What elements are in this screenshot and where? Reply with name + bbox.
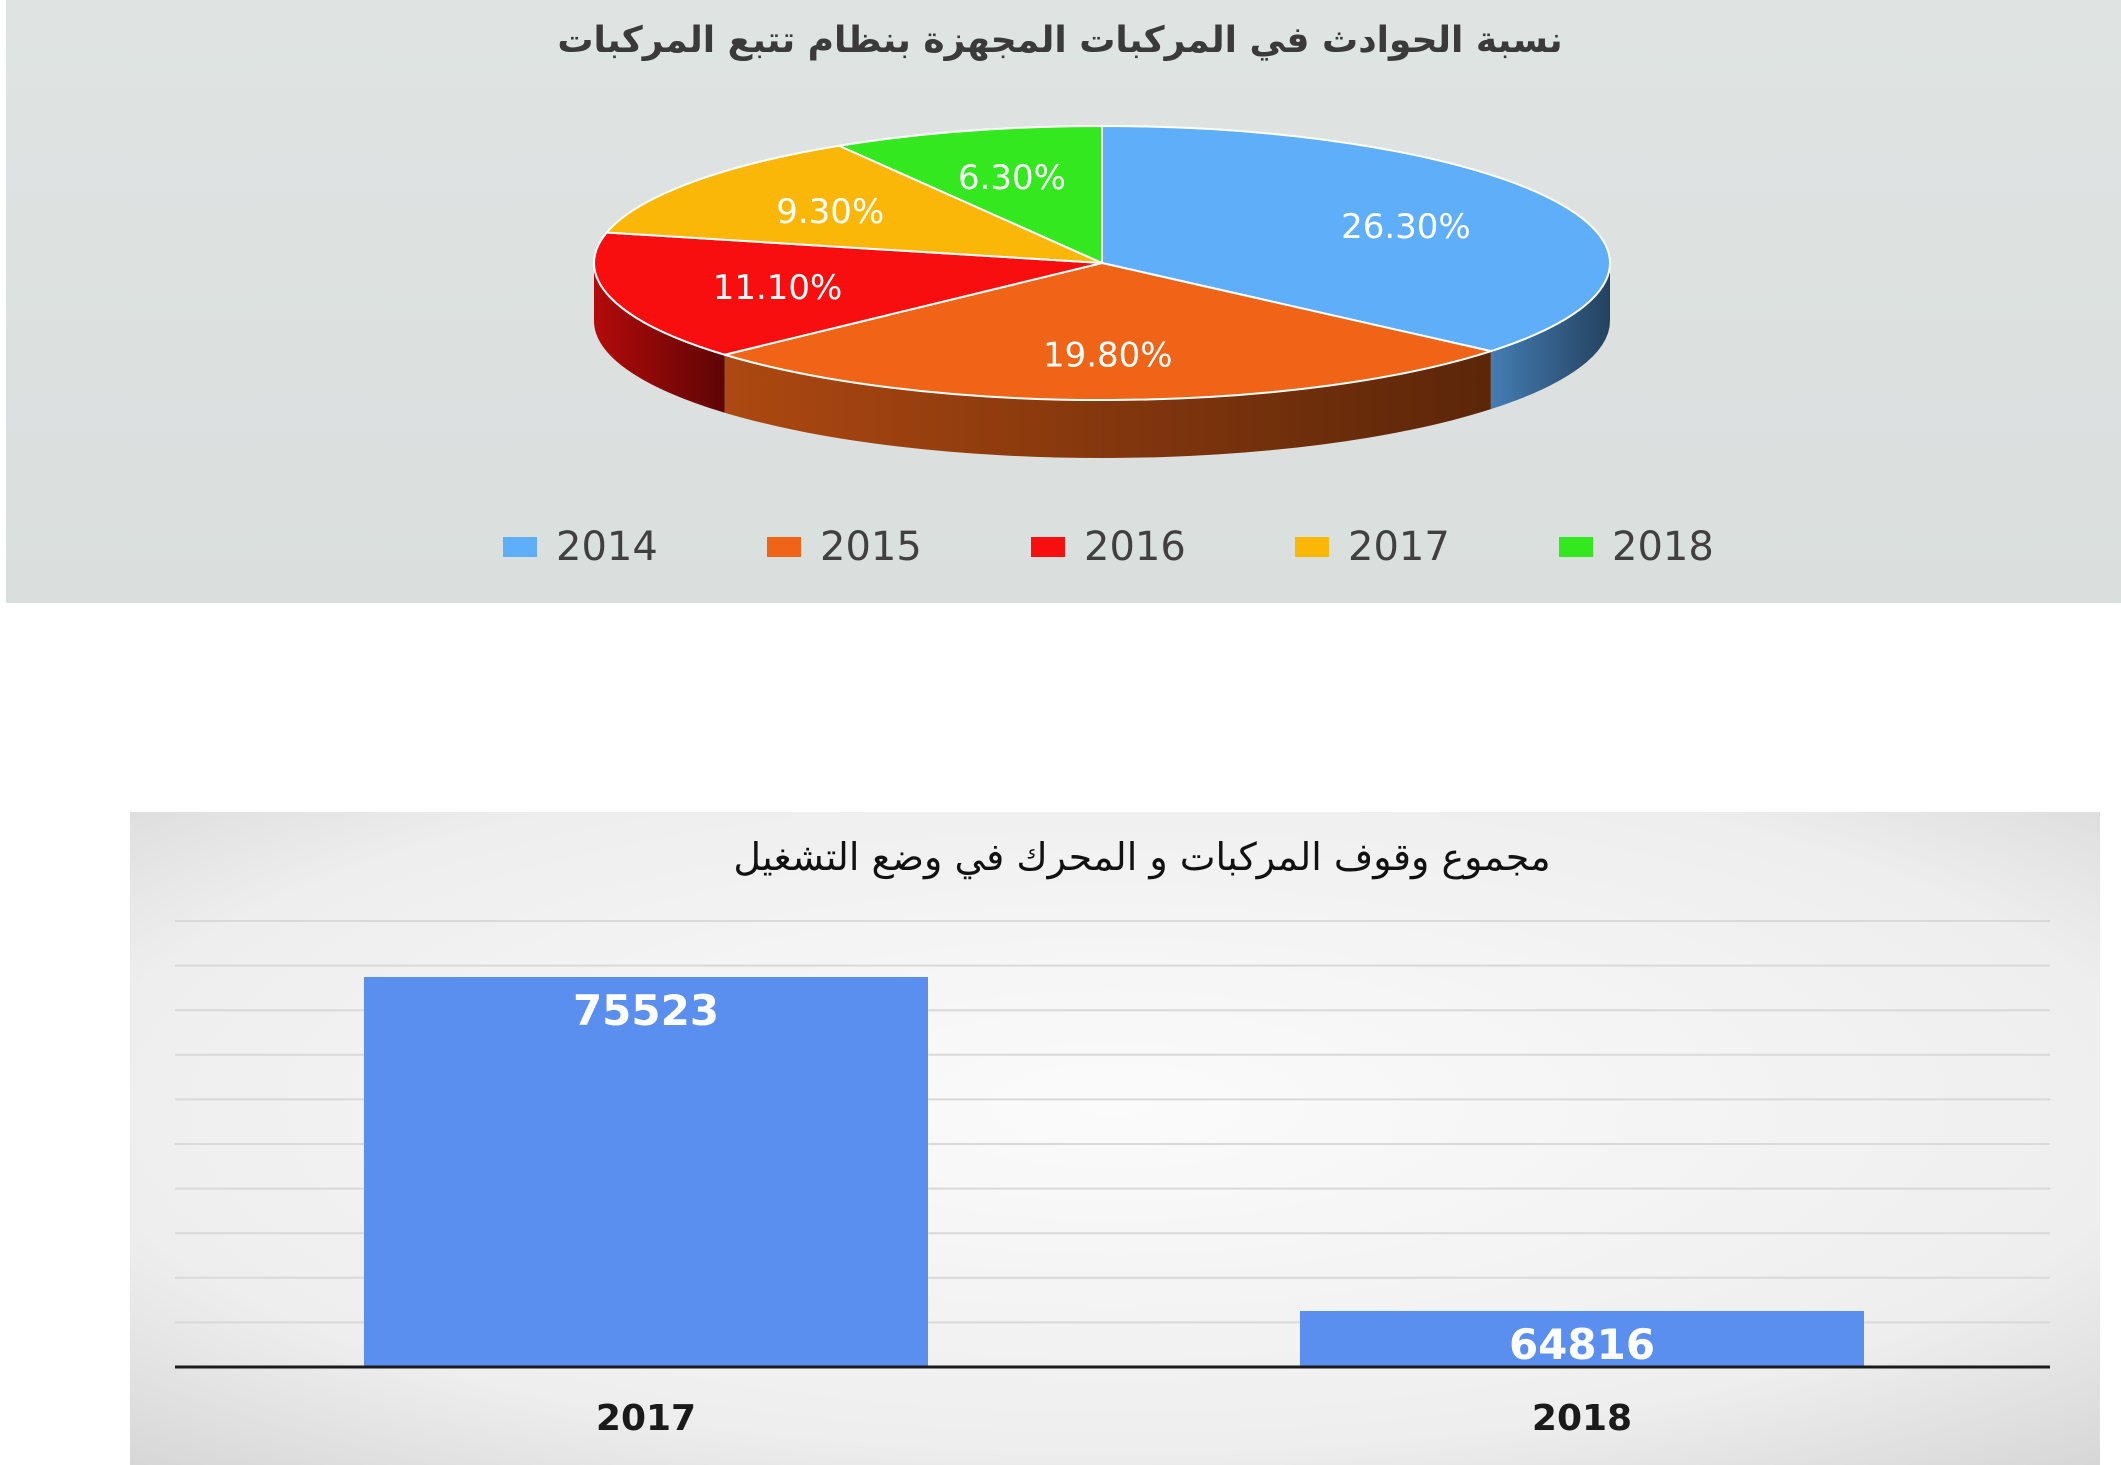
pie-slice-side-2016 bbox=[594, 263, 725, 413]
pie-legend-label-2017: 2017 bbox=[1348, 524, 1450, 570]
bar-2017 bbox=[364, 977, 928, 1367]
pie-legend-item-2016: 2016 bbox=[1031, 524, 1186, 570]
pie-data-label-2014: 26.30% bbox=[1341, 207, 1471, 247]
bar-data-label-2017: 75523 bbox=[573, 986, 719, 1035]
pie-legend-swatch-2014 bbox=[503, 537, 537, 557]
pie-slice-2018 bbox=[838, 125, 1103, 264]
pie-data-label-2018: 6.30% bbox=[958, 158, 1066, 198]
bar-chart-title: مجموع وقوف المركبات و المحرك في وضع التش… bbox=[733, 835, 1550, 880]
bar-chart: مجموع وقوف المركبات و المحرك في وضع التش… bbox=[130, 812, 2100, 1465]
pie-legend-swatch-2016 bbox=[1031, 537, 1065, 557]
pie-legend-item-2014: 2014 bbox=[503, 524, 658, 570]
pie-slice-2014 bbox=[1101, 125, 1611, 353]
pie-legend-swatch-2018 bbox=[1559, 537, 1593, 557]
pie-data-label-2016: 11.10% bbox=[713, 268, 843, 308]
bar-category-label-2018: 2018 bbox=[1532, 1398, 1632, 1439]
pie-data-label-2017: 9.30% bbox=[776, 192, 884, 232]
pie-legend-item-2015: 2015 bbox=[767, 524, 922, 570]
pie-slice-side-2014 bbox=[1490, 263, 1610, 410]
pie-slice-2017 bbox=[605, 144, 1103, 264]
bar-category-label-2017: 2017 bbox=[596, 1398, 696, 1439]
pie-chart-title: نسبة الحوادث في المركبات المجهزة بنظام ت… bbox=[557, 20, 1562, 61]
bar-2018 bbox=[1300, 1311, 1864, 1367]
pie-slice-2016 bbox=[593, 231, 1103, 356]
bar-category-labels: 2017 2018 bbox=[596, 1398, 1632, 1439]
pie-slices bbox=[593, 125, 1611, 458]
bar-series: 75523 64816 bbox=[364, 977, 1864, 1369]
pie-legend-item-2017: 2017 bbox=[1295, 524, 1450, 570]
pie-legend-item-2018: 2018 bbox=[1559, 524, 1714, 570]
pie-slice-labels: 26.30% 19.80% 11.10% 9.30% 6.30% bbox=[713, 158, 1471, 376]
pie-legend-label-2014: 2014 bbox=[556, 524, 658, 570]
pie-legend-swatch-2015 bbox=[767, 537, 801, 557]
bar-chart-panel: مجموع وقوف المركبات و المحرك في وضع التش… bbox=[130, 812, 2100, 1465]
bar-data-label-2018: 64816 bbox=[1509, 1320, 1655, 1369]
pie-legend-label-2018: 2018 bbox=[1612, 524, 1714, 570]
pie-slice-side-2015 bbox=[724, 351, 1491, 458]
pie-legend: 2014 2015 2016 2017 2018 bbox=[503, 524, 1714, 570]
pie-chart-panel: نسبة الحوادث في المركبات المجهزة بنظام ت… bbox=[6, 0, 2121, 603]
pie-legend-swatch-2017 bbox=[1295, 537, 1329, 557]
pie-legend-label-2015: 2015 bbox=[820, 524, 922, 570]
pie-data-label-2015: 19.80% bbox=[1043, 335, 1173, 375]
pie-slice-2015 bbox=[723, 262, 1492, 402]
pie-legend-label-2016: 2016 bbox=[1084, 524, 1186, 570]
pie-chart: نسبة الحوادث في المركبات المجهزة بنظام ت… bbox=[6, 0, 2121, 603]
